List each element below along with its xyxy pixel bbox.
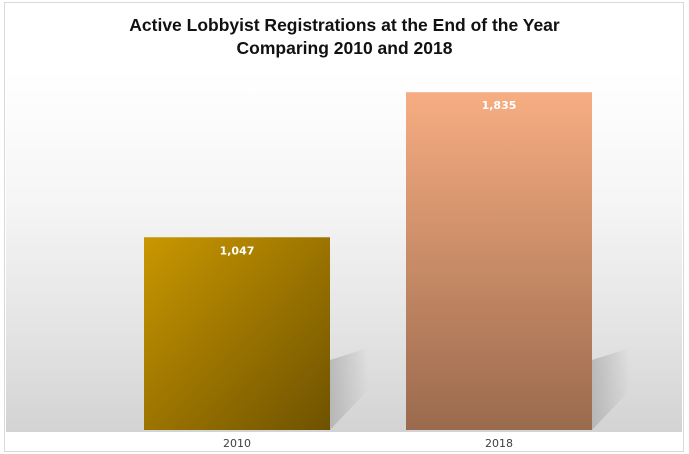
- x-tick-label-2010: 2010: [223, 437, 251, 450]
- bar-shadow-2010: [330, 348, 368, 430]
- x-tick-label-2018: 2018: [485, 437, 513, 450]
- chart-title: Active Lobbyist Registrations at the End…: [129, 15, 560, 35]
- chart-title-block: Active Lobbyist Registrations at the End…: [0, 14, 689, 60]
- data-label-2018: 1,835: [482, 99, 517, 112]
- data-label-2010: 1,047: [220, 244, 255, 257]
- chart-subtitle: Comparing 2010 and 2018: [236, 38, 453, 58]
- bar-2010: [144, 237, 330, 430]
- bar-2018: [406, 92, 592, 431]
- bar-shadow-2018: [592, 348, 630, 430]
